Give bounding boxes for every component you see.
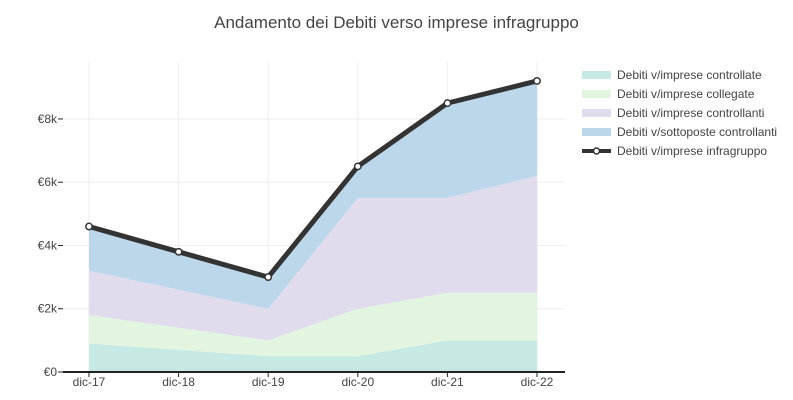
- area-series-2: [89, 292, 537, 357]
- y-tick-label: €2k: [38, 302, 58, 316]
- legend: Debiti v/imprese controllate Debiti v/imp…: [582, 68, 777, 158]
- area-series-1: [89, 340, 537, 372]
- line-series-total: [88, 78, 538, 280]
- x-tick-label: dic-20: [341, 375, 374, 389]
- legend-swatch: [582, 90, 611, 98]
- y-tick-label: €4k: [38, 238, 58, 252]
- line-point: [353, 162, 362, 171]
- legend-marker: [592, 147, 601, 155]
- area-series-3: [89, 175, 537, 341]
- y-tick-label: €8k: [38, 112, 58, 126]
- line-point: [174, 247, 183, 256]
- legend-label: Debiti v/imprese controllanti: [617, 106, 764, 120]
- y-tick-label: €6k: [38, 175, 58, 189]
- y-tick-label: €0: [44, 365, 58, 379]
- legend-swatch: [582, 71, 611, 79]
- line-point: [264, 273, 273, 282]
- x-tick-label: dic-21: [431, 375, 464, 389]
- axes: €0 €2k €4k €6k €8k dic-17 dic-18 dic-19 dic-20 di…: [38, 112, 565, 389]
- x-tick-label: dic-19: [252, 375, 285, 389]
- line-point: [533, 77, 541, 85]
- x-tick-label: dic-22: [521, 375, 554, 389]
- areas: [89, 80, 537, 372]
- legend-swatch: [582, 128, 611, 136]
- x-tick-label: dic-17: [73, 375, 106, 389]
- total-line: [85, 77, 541, 282]
- legend-label: Debiti v/sottoposte controllanti: [617, 125, 777, 139]
- legend-label: Debiti v/imprese infragruppo: [617, 144, 767, 158]
- legend-swatch: [582, 109, 611, 117]
- legend-label: Debiti v/imprese controllate: [617, 68, 762, 82]
- area-series-4: [89, 80, 537, 309]
- x-tick-label: dic-18: [162, 375, 195, 389]
- legend-label: Debiti v/imprese collegate: [617, 87, 755, 101]
- line-point: [443, 99, 452, 108]
- line-point: [85, 222, 93, 231]
- chart-title: Andamento dei Debiti verso imprese infra…: [214, 13, 579, 32]
